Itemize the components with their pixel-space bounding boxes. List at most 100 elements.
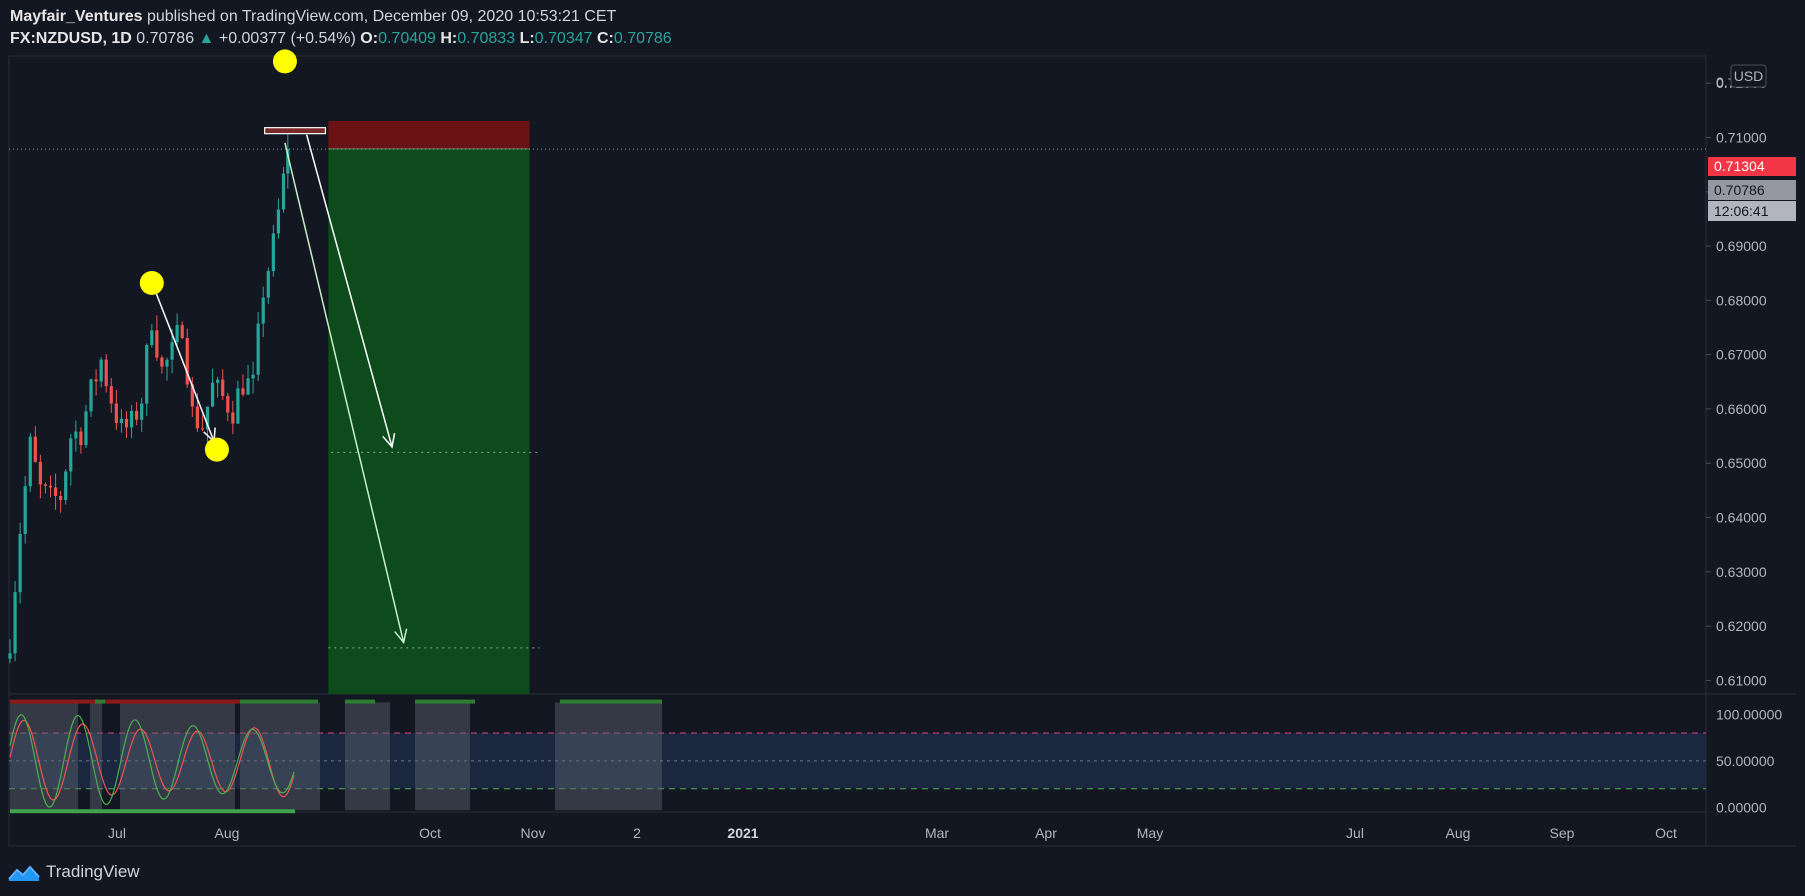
price-tick-label: 0.62000 (1716, 618, 1767, 634)
trend-arrow-head (394, 628, 408, 645)
candle-body (104, 359, 108, 387)
interval-label[interactable]: 1D (111, 30, 132, 47)
ohlc-line: FX:NZDUSD, 1D 0.70786 ▲ +0.00377 (+0.54%… (10, 30, 672, 47)
signal-segment (415, 699, 475, 704)
candle-body (210, 382, 215, 407)
drawings[interactable] (9, 49, 1706, 649)
price-tick-label: 0.61000 (1716, 672, 1767, 688)
candle-body (175, 325, 179, 343)
up-arrow-icon: ▲ (198, 30, 215, 47)
time-tick-label: Jul (1346, 825, 1364, 841)
candle-body (48, 485, 53, 488)
candle-body (119, 418, 124, 424)
price-axis[interactable]: 0.720000.710000.700000.690000.680000.670… (1706, 75, 1782, 815)
take-profit-zone (328, 148, 530, 694)
author-name[interactable]: Mayfair_Ventures (10, 8, 143, 25)
indicator-highlight (120, 702, 235, 811)
price-tick-label: 0.66000 (1716, 401, 1767, 417)
candle-body (69, 438, 73, 472)
published-text: published on TradingView.com, December 0… (146, 8, 617, 25)
overbought-signal-bar (10, 699, 296, 704)
publish-line: Mayfair_Ventures published on TradingVie… (10, 6, 672, 28)
price-tick-label: 0.69000 (1716, 238, 1767, 254)
stop-price-text: 0.71304 (1714, 158, 1765, 174)
candle-body (271, 233, 275, 272)
swing-marker (272, 49, 297, 74)
candle-body (190, 384, 194, 407)
candle-body (256, 323, 260, 375)
signal-segment (240, 699, 318, 704)
time-tick-label: Mar (925, 825, 949, 841)
signal-segment (345, 699, 375, 704)
candle-body (94, 379, 98, 382)
footer-brand[interactable]: TradingView (8, 862, 140, 882)
candle-body (165, 359, 169, 367)
price-tick-partial: 0. (1716, 74, 1728, 90)
countdown-text: 12:06:41 (1714, 203, 1769, 219)
price-tick-label: 0.67000 (1716, 347, 1767, 363)
candlestick-series (8, 134, 290, 664)
candle-body (216, 379, 220, 383)
candle-body (226, 395, 230, 413)
candle-body (33, 436, 37, 462)
time-tick-label: 2021 (727, 825, 758, 841)
trend-arrow-line (305, 134, 393, 448)
close-label: C: (596, 30, 614, 47)
candle-body (205, 406, 210, 430)
signal-segment (95, 699, 105, 704)
candle-body (200, 428, 205, 430)
last-price: 0.70786 (136, 30, 195, 47)
open-label: O: (360, 30, 379, 47)
candle-body (129, 410, 134, 428)
time-tick-label: 2 (633, 825, 641, 841)
candle-body (185, 338, 189, 385)
candle-body (276, 209, 281, 234)
close-value: 0.70786 (613, 30, 672, 47)
swing-marker (139, 270, 164, 295)
candle-body (109, 386, 113, 404)
chart-header: Mayfair_Ventures published on TradingVie… (10, 6, 672, 50)
candle-body (221, 379, 225, 396)
indicator-tick-label: 100.00000 (1716, 706, 1782, 722)
price-tick-label: 0.64000 (1716, 510, 1767, 526)
stop-price-badge: 0.71304 (1708, 157, 1796, 176)
stoch-d-line (9, 719, 295, 801)
candle-body (84, 411, 88, 446)
oversold-signal-bar (10, 809, 296, 814)
price-tick-label: 0.68000 (1716, 292, 1767, 308)
indicator-highlight (415, 702, 470, 811)
indicator-highlight (555, 702, 662, 811)
candle-body (170, 342, 174, 360)
price-tick-label: 0.63000 (1716, 564, 1767, 580)
time-axis[interactable]: Jul Aug Oct Nov 2 2021 Mar Apr May Jul Aug Sep Oct (108, 825, 1677, 841)
last-price-badge: 0.70786 (1708, 180, 1796, 200)
candle-body (38, 461, 42, 485)
tradingview-logo-icon (8, 865, 40, 881)
time-tick-label: Aug (1446, 825, 1471, 841)
indicator-highlight (10, 702, 78, 811)
brand-name: TradingView (46, 862, 140, 881)
candle-body (135, 410, 139, 420)
currency-button[interactable]: USD (1730, 64, 1767, 88)
countdown-badge: 12:06:41 (1708, 201, 1796, 221)
candle-body (180, 325, 184, 339)
time-tick-label: Aug (215, 825, 240, 841)
candle-body (59, 496, 63, 500)
last-price-text: 0.70786 (1714, 182, 1765, 198)
open-value: 0.70409 (378, 30, 436, 47)
price-change: +0.00377 (+0.54%) (218, 30, 356, 47)
time-tick-label: Oct (419, 825, 441, 841)
price-tick-label: 0.71000 (1716, 129, 1767, 145)
short-position-tool[interactable] (328, 120, 530, 694)
candle-body (266, 271, 270, 298)
candle-body (23, 486, 27, 534)
signal-segment (560, 699, 662, 704)
symbol-label[interactable]: FX:NZDUSD (10, 30, 103, 47)
stoch-rsi-indicator (9, 699, 662, 814)
currency-label: USD (1734, 68, 1764, 84)
time-tick-label: Sep (1550, 825, 1575, 841)
time-tick-label: Apr (1035, 825, 1057, 841)
indicator-tick-label: 0.00000 (1716, 799, 1767, 815)
candle-body (13, 592, 17, 654)
